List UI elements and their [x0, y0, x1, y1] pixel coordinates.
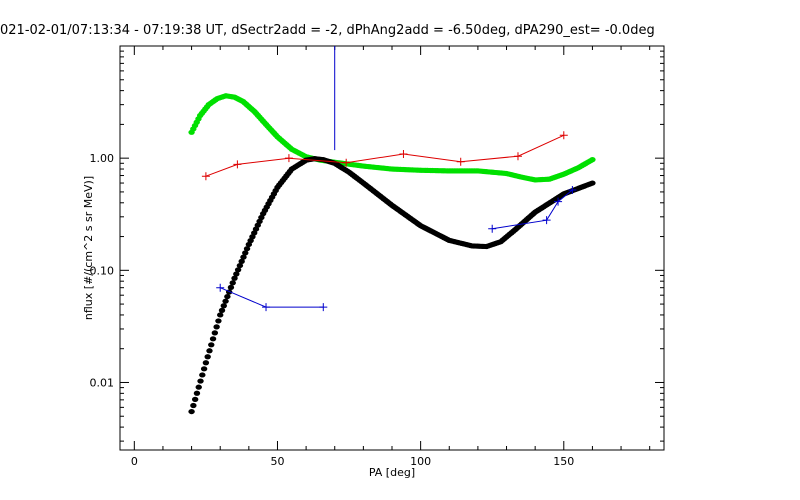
series-1-point: [243, 246, 251, 252]
series-1-point: [188, 408, 195, 415]
series-2-marker: [284, 154, 293, 163]
series-1-point: [204, 354, 211, 360]
series-1-point: [200, 366, 208, 372]
y-tick-label: 0.10: [90, 264, 115, 277]
series-4: [488, 186, 577, 233]
series-1-point: [234, 267, 242, 273]
series-2-marker: [456, 157, 465, 166]
series-1-point: [199, 372, 206, 378]
series-1-point: [231, 275, 238, 281]
series-1-point: [193, 390, 201, 396]
series-1-point: [208, 342, 215, 348]
series-4-line: [492, 189, 573, 230]
x-tick-label: 150: [553, 455, 574, 468]
series-1-point: [227, 284, 235, 291]
series-layer: [188, 46, 596, 415]
series-4-marker: [568, 186, 577, 195]
series-1-point: [222, 298, 229, 304]
series-3-marker: [319, 303, 328, 312]
chart-title: 021-02-01/07:13:34 - 07:19:38 UT, dSectr…: [0, 23, 655, 38]
series-2-marker: [399, 149, 408, 158]
series-3-line: [220, 287, 324, 308]
series-4-marker: [554, 197, 563, 206]
series-4-marker: [542, 216, 551, 225]
series-1-point: [217, 312, 224, 318]
series-0-point: [589, 157, 596, 163]
series-1-point: [211, 330, 219, 336]
series-1-point: [195, 384, 202, 390]
axis-ticks: 0 50 100 150 0.01 0.10 1.00: [90, 46, 664, 468]
series-1-point: [240, 254, 247, 260]
x-tick-label: 0: [131, 455, 138, 468]
series-4-marker: [488, 224, 497, 233]
series-3-marker: [216, 283, 225, 292]
series-2-marker: [559, 131, 568, 140]
series-1-point: [242, 250, 249, 256]
series-1-point: [209, 336, 217, 342]
series-2-marker: [342, 158, 351, 167]
series-2-marker: [201, 172, 210, 181]
series-1-point: [220, 303, 227, 309]
plot-frame: [119, 45, 665, 451]
series-1: [188, 156, 596, 415]
series-1-point: [206, 348, 213, 354]
y-axis-label: nflux [#/(cm^2 s sr MeV)]: [82, 176, 95, 320]
series-3: [216, 283, 328, 312]
series-1-point: [218, 307, 226, 313]
y-tick-label: 1.00: [90, 152, 115, 165]
series-2-line: [205, 134, 565, 177]
series-1-point: [197, 378, 204, 384]
series-1-point: [589, 180, 596, 186]
series-1-point: [238, 258, 245, 264]
series-1-point: [233, 271, 240, 277]
series-2: [201, 131, 568, 181]
series-1-point: [224, 293, 231, 300]
series-1-point: [191, 396, 199, 402]
x-axis-label: PA [deg]: [369, 466, 415, 479]
y-tick-label: 0.01: [90, 376, 115, 389]
x-tick-label: 100: [410, 455, 431, 468]
series-1-point: [190, 402, 197, 409]
series-1-point: [215, 318, 222, 324]
series-1-point: [202, 360, 210, 366]
series-1-point: [213, 324, 220, 330]
series-0: [188, 93, 596, 183]
series-3-marker: [262, 303, 271, 312]
series-1-point: [229, 280, 236, 286]
series-1-point: [236, 262, 244, 269]
x-tick-label: 50: [270, 455, 284, 468]
series-2-marker: [513, 152, 522, 161]
series-2-marker: [233, 160, 242, 169]
